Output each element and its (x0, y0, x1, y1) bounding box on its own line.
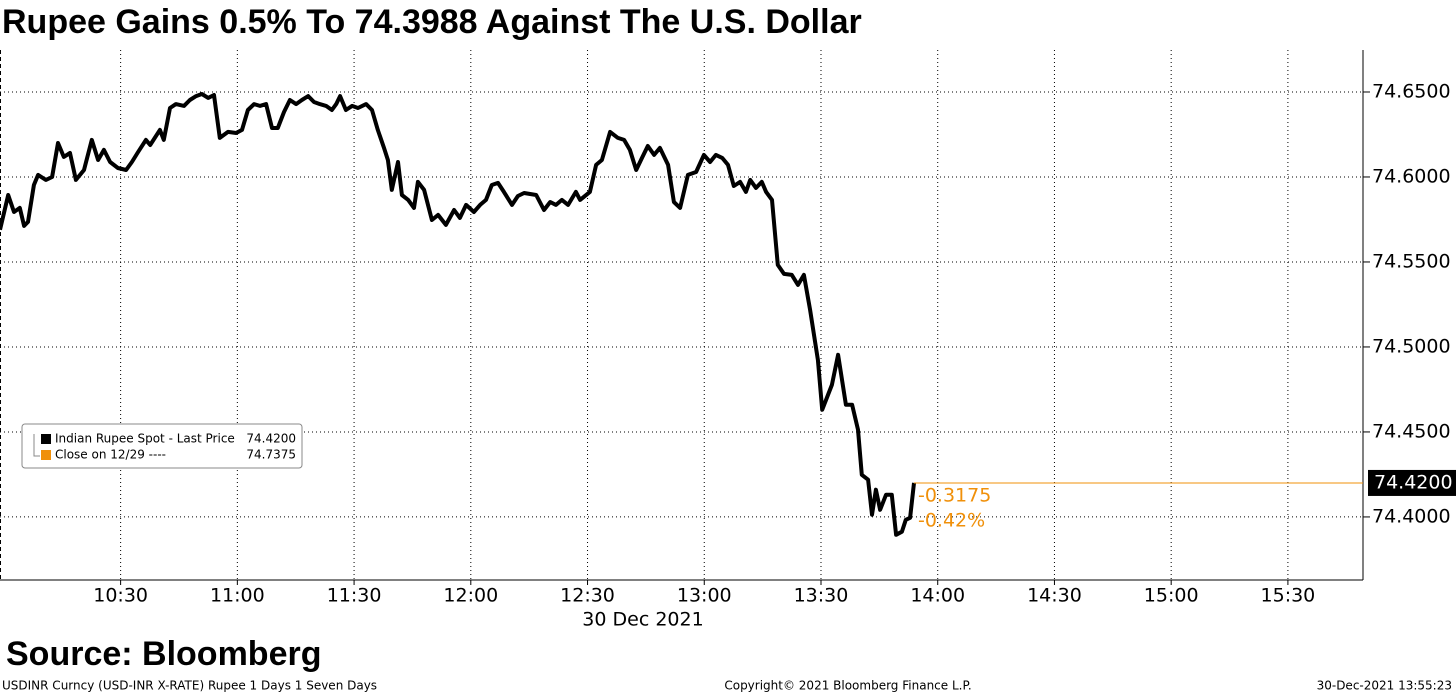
x-tick-label: 13:00 (677, 585, 732, 607)
x-tick-label: 12:00 (443, 585, 498, 607)
legend-label: Indian Rupee Spot - Last Price (55, 432, 235, 446)
x-tick-label: 11:00 (210, 585, 265, 607)
y-tick-label: 74.4500 (1372, 420, 1451, 442)
last-value-label: 74.4200 (1374, 471, 1453, 493)
x-tick-label: 15:00 (1144, 585, 1199, 607)
legend-value: 74.4200 (246, 432, 296, 446)
x-tick-label: 14:30 (1027, 585, 1082, 607)
y-tick-label: 74.6000 (1372, 165, 1451, 187)
last-value-box (1368, 469, 1456, 496)
source: Source: Bloomberg (6, 635, 321, 673)
plot-area (0, 50, 1363, 580)
change-label: -0.3175 (918, 484, 991, 506)
x-tick-label: 14:00 (910, 585, 965, 607)
legend-bracket (33, 434, 40, 457)
legend-swatch (41, 434, 51, 444)
footer-left: USDINR Curncy (USD-INR X-RATE) Rupee 1 D… (2, 679, 377, 693)
x-tick-label: 12:30 (560, 585, 615, 607)
date-label: 30 Dec 2021 (582, 609, 703, 631)
x-tick-label: 11:30 (327, 585, 382, 607)
change-pct-label: -0.42% (918, 509, 985, 531)
y-tick-label: 74.5500 (1372, 250, 1451, 272)
price-line (0, 92, 916, 537)
legend-label: Close on 12/29 ---- (55, 448, 166, 462)
legend-box (21, 423, 303, 469)
legend-swatch (41, 450, 51, 460)
x-tick-label: 10:30 (93, 585, 148, 607)
y-tick-label: 74.5000 (1372, 335, 1451, 357)
x-tick-label: 13:30 (794, 585, 849, 607)
footer-center: Copyright© 2021 Bloomberg Finance L.P. (724, 679, 971, 693)
x-tick-label: 15:30 (1261, 585, 1316, 607)
y-tick-label: 74.4000 (1372, 505, 1451, 527)
footer-right: 30-Dec-2021 13:55:23 (1317, 679, 1452, 693)
chart-title: Rupee Gains 0.5% To 74.3988 Against The … (2, 3, 862, 41)
legend-value: 74.7375 (246, 448, 296, 462)
y-tick-label: 74.6500 (1372, 80, 1451, 102)
